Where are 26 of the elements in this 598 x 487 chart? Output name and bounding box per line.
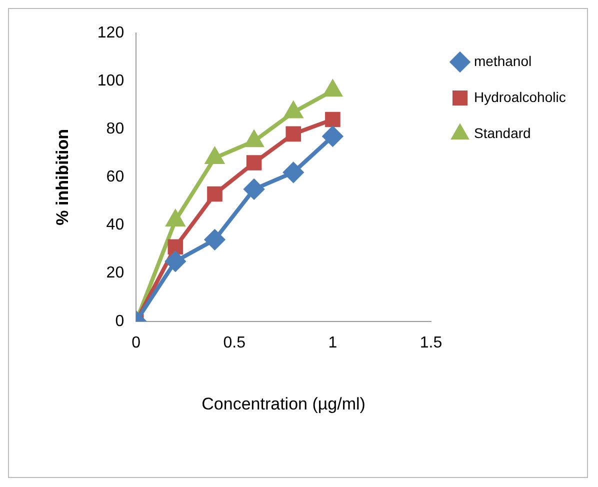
x-tick-label: 1.5 — [420, 334, 442, 352]
y-tick-label: 120 — [97, 24, 124, 42]
x-axis-title: Concentration (µg/ml) — [202, 394, 366, 414]
point — [244, 179, 264, 200]
y-axis-title: % inhibition — [52, 129, 72, 226]
x-tick-label: 0 — [132, 334, 141, 352]
y-tick-label: 20 — [106, 264, 124, 282]
point — [204, 230, 225, 250]
y-tick-label: 0 — [115, 312, 124, 330]
point — [165, 251, 186, 272]
x-tick-label: 1 — [328, 334, 338, 352]
x-tick-label: 0.5 — [223, 334, 246, 352]
legend-label: methanol — [474, 52, 532, 69]
y-tick-label: 100 — [97, 72, 124, 90]
point — [207, 186, 222, 202]
y-tick-label: 40 — [106, 216, 124, 234]
y-tick-label: 80 — [106, 120, 124, 138]
point — [246, 155, 262, 170]
point — [286, 126, 302, 142]
point — [322, 126, 343, 146]
legend-label: Standard — [474, 124, 531, 141]
point — [325, 112, 340, 128]
y-tick-label: 60 — [106, 168, 124, 186]
point — [168, 239, 184, 255]
legend-label: Hydroalcoholic — [474, 88, 566, 105]
point — [283, 162, 304, 182]
